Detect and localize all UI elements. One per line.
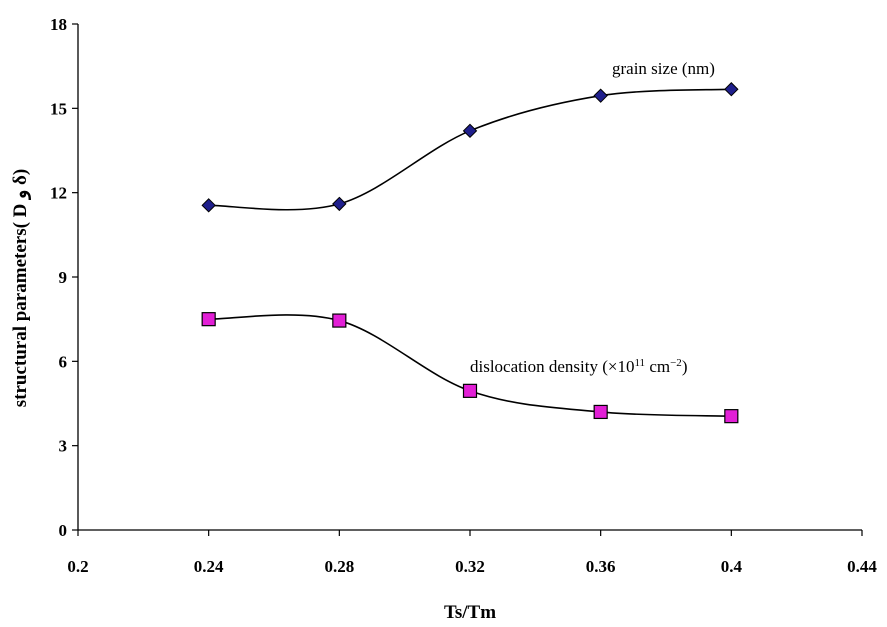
series-0-point: [724, 82, 739, 97]
series-1-point: [201, 312, 216, 327]
y-tick-label: 9: [59, 268, 68, 287]
y-tick-label: 12: [50, 184, 67, 203]
dislocation-density-annotation: dislocation density (×1011 cm−2): [470, 357, 687, 376]
y-tick-label: 18: [50, 15, 67, 34]
y-tick-label: 3: [59, 437, 68, 456]
axes: 0 3 6 9 12 15 18 0.2 0.24 0.28 0.32 0.36 0.4 0.44: [50, 15, 877, 576]
x-tick-label: 0.24: [194, 557, 224, 576]
x-tick-label: 0.2: [67, 557, 88, 576]
x-tick-label: 0.44: [847, 557, 877, 576]
x-axis-title: Ts/Tm: [444, 602, 496, 623]
series-1-point: [593, 404, 608, 420]
series-1-point: [332, 313, 347, 328]
series-0-point: [593, 88, 608, 103]
series-0-point: [332, 196, 347, 212]
y-tick-label: 6: [59, 352, 68, 371]
grain-size-annotation: grain size (nm): [612, 59, 715, 78]
markers: [201, 82, 739, 424]
x-tick-label: 0.4: [721, 557, 743, 576]
x-tick-label: 0.28: [324, 557, 354, 576]
y-tick-label: 15: [50, 99, 67, 118]
y-axis-title: structural parameters( D و δ): [10, 169, 31, 408]
y-tick-label: 0: [59, 521, 68, 540]
x-tick-label: 0.36: [586, 557, 616, 576]
series-1-point: [462, 383, 478, 398]
series-1-point: [724, 409, 739, 424]
series-0-point: [462, 123, 478, 139]
x-tick-label: 0.32: [455, 557, 485, 576]
series-0-point: [201, 198, 216, 213]
series-0-line: [208, 88, 732, 211]
